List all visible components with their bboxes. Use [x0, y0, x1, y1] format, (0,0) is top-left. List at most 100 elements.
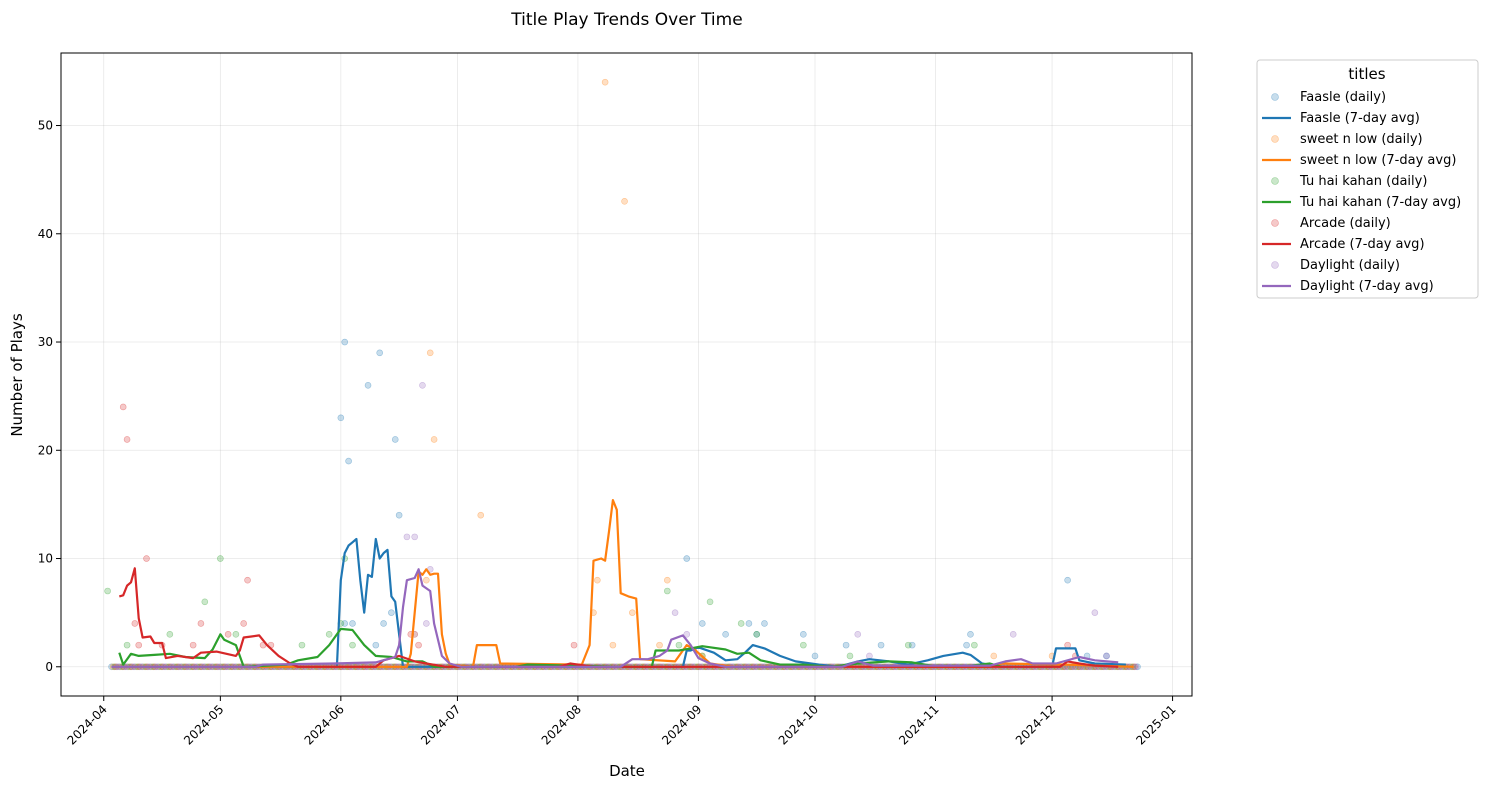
y-axis-title: Number of Plays — [8, 313, 26, 437]
daily-point — [217, 555, 224, 562]
daily-point — [244, 576, 251, 584]
daily-point — [1064, 641, 1071, 649]
daily-point — [811, 652, 819, 660]
legend-daily-marker — [1271, 219, 1279, 227]
daily-point — [415, 641, 422, 649]
daily-point — [683, 555, 691, 562]
legend-daily-label: sweet n low (daily) — [1300, 132, 1423, 147]
legend-avg-label: Tu hai kahan (7-day avg) — [1299, 195, 1461, 210]
daily-point — [908, 641, 916, 649]
daily-point — [722, 630, 729, 638]
daily-point — [380, 620, 387, 627]
daily-point — [388, 609, 395, 616]
daily-point — [664, 587, 671, 595]
daily-point — [119, 403, 127, 411]
daily-point — [189, 641, 197, 649]
daily-point — [298, 641, 306, 649]
daily-point — [423, 576, 430, 584]
y-tick-label: 20 — [38, 443, 53, 457]
daily-point — [426, 349, 434, 357]
legend-daily-marker — [1271, 135, 1279, 143]
y-axis: 0 10 20 30 40 50 — [38, 119, 61, 674]
daily-point — [1103, 652, 1110, 660]
legend: titles Faasle (daily) Faasle (7-day avg) s… — [1256, 59, 1479, 299]
series-0-daily-points — [337, 338, 1110, 660]
daily-point — [737, 620, 745, 627]
daily-point — [671, 609, 679, 616]
legend-daily-marker — [1271, 93, 1279, 101]
daily-point — [664, 576, 671, 584]
zero-point — [1132, 663, 1140, 671]
daily-point — [419, 382, 426, 389]
series-0-avg-line — [111, 537, 1126, 668]
daily-point — [372, 641, 380, 649]
daily-point — [1103, 652, 1110, 660]
legend-title: titles — [1348, 65, 1385, 83]
daily-point — [477, 511, 485, 519]
y-tick-label: 0 — [45, 660, 53, 674]
daily-point — [570, 641, 578, 649]
y-tick-label: 10 — [38, 552, 53, 566]
daily-point — [761, 620, 768, 627]
daily-point — [123, 436, 131, 443]
daily-point — [877, 641, 885, 649]
zero-point — [1134, 663, 1141, 671]
daily-point — [753, 630, 761, 638]
legend-avg-label: Daylight (7-day avg) — [1300, 279, 1434, 294]
daily-point — [846, 652, 854, 660]
daily-point — [698, 620, 706, 627]
daily-point — [349, 641, 356, 649]
daily-point — [349, 620, 356, 627]
daily-point — [683, 630, 691, 638]
daily-point — [609, 641, 617, 649]
daily-point — [391, 436, 399, 443]
plot-frame — [60, 52, 1193, 697]
daily-point — [656, 641, 663, 649]
daily-point — [240, 620, 247, 627]
daily-point — [325, 630, 333, 638]
x-axis-title: Date — [609, 762, 645, 780]
daily-point — [232, 630, 240, 638]
daily-point — [341, 620, 349, 627]
daily-point — [395, 511, 403, 519]
daily-point — [594, 576, 601, 584]
daily-point — [423, 620, 430, 627]
y-tick-label: 40 — [38, 227, 53, 241]
daily-point — [341, 338, 349, 346]
daily-point — [430, 436, 438, 443]
legend-items: Faasle (daily) Faasle (7-day avg) sweet n … — [1262, 90, 1461, 294]
daily-point — [967, 630, 974, 638]
legend-avg-label: sweet n low (7-day avg) — [1300, 153, 1456, 168]
daily-point — [629, 609, 636, 616]
daily-point — [842, 641, 850, 649]
legend-avg-label: Arcade (7-day avg) — [1300, 237, 1425, 252]
daily-point — [411, 533, 418, 541]
daily-point — [675, 641, 683, 649]
daily-point — [1009, 630, 1017, 638]
y-tick-label: 50 — [38, 119, 53, 133]
daily-point — [621, 198, 628, 205]
daily-point — [131, 620, 139, 627]
legend-avg-label: Faasle (7-day avg) — [1300, 111, 1420, 126]
daily-point — [1091, 609, 1099, 616]
daily-point — [971, 641, 978, 649]
daily-point — [143, 555, 150, 562]
daily-point — [745, 620, 753, 627]
daily-point — [166, 630, 174, 638]
daily-point — [1064, 576, 1071, 584]
daily-point — [337, 414, 345, 422]
legend-daily-marker — [1271, 177, 1279, 185]
daily-point — [201, 598, 209, 606]
daily-point — [345, 457, 352, 465]
daily-point — [104, 587, 111, 595]
daily-point — [135, 641, 143, 649]
y-tick-label: 30 — [38, 335, 53, 349]
daily-point — [224, 630, 232, 638]
legend-frame — [1256, 59, 1479, 299]
daily-point — [601, 78, 609, 86]
daily-point — [403, 533, 411, 541]
daily-point — [364, 382, 372, 389]
daily-point — [904, 641, 912, 649]
